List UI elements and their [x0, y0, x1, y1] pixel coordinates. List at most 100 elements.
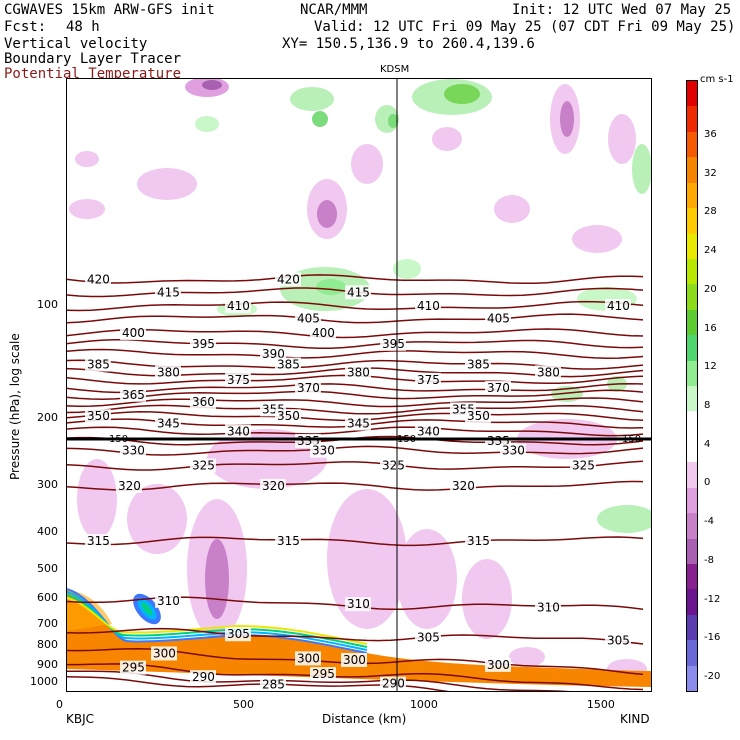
colorbar-tick-label: -4: [704, 516, 714, 528]
theta-contour-lines: [67, 274, 644, 691]
theta-label-bg: [155, 593, 181, 608]
theta-label-bg: [310, 443, 336, 458]
colorbar-segment: [687, 106, 697, 133]
theta-label: 340: [417, 424, 440, 438]
theta-label-bg: [345, 285, 371, 300]
x-tick-label: 500: [232, 698, 254, 711]
colorbar-unit: cm s-1: [700, 74, 734, 85]
field-vertical-velocity: Vertical velocity: [4, 36, 148, 52]
colorbar-segment: [687, 81, 697, 107]
theta-label: 380: [347, 365, 370, 379]
theta-contour-370: [67, 382, 644, 394]
theta-label: 340: [227, 424, 250, 438]
y-axis-title: Pressure (hPa), log scale: [8, 333, 22, 480]
theta-label: 375: [227, 373, 250, 387]
colorbar-segment: [687, 233, 697, 260]
theta-label-bg: [155, 285, 181, 300]
theta-label-bg: [85, 533, 111, 548]
theta-label: 415: [157, 285, 180, 299]
theta-label: 320: [452, 479, 475, 493]
colorbar-segment: [687, 360, 697, 387]
theta-label-bg: [190, 336, 216, 351]
x-axis-title: Distance (km): [322, 712, 407, 726]
theta-label: 315: [467, 534, 490, 548]
theta-label-bg: [190, 670, 216, 685]
ref-label-150-c: 150: [622, 434, 641, 445]
colorbar: [686, 80, 698, 692]
theta-label-bg: [155, 416, 181, 431]
theta-label: 395: [192, 337, 215, 351]
colorbar-segment: [687, 614, 697, 641]
theta-label-bg: [345, 365, 371, 380]
valid-time: Valid: 12 UTC Fri 09 May 25 (07 CDT Fri …: [314, 19, 736, 35]
theta-label-bg: [120, 443, 146, 458]
init-time: Init: 12 UTC Wed 07 May 25: [512, 2, 732, 18]
theta-label-bg: [570, 458, 596, 473]
colorbar-segment: [687, 640, 697, 667]
colorbar-segment: [687, 462, 697, 489]
theta-label: 310: [157, 594, 180, 608]
colorbar-tick-label: 36: [704, 129, 717, 140]
theta-label-bg: [465, 357, 491, 372]
model-title: CGWAVES 15km ARW-GFS init: [4, 2, 215, 18]
theta-label-bg: [415, 372, 441, 387]
theta-contour-355: [67, 404, 644, 415]
theta-label: 345: [347, 417, 370, 431]
theta-label-bg: [485, 380, 511, 395]
colorbar-tick-label: 8: [704, 400, 711, 411]
theta-label: 300: [343, 653, 366, 667]
x-tick-label: 1000: [409, 698, 438, 711]
theta-contour-295: [67, 663, 644, 691]
field-boundary-layer-tracer: Boundary Layer Tracer: [4, 51, 182, 67]
theta-contour-395: [67, 338, 644, 349]
theta-label-bg: [190, 458, 216, 473]
colorbar-segment: [687, 436, 697, 463]
colorbar-tick-label: 12: [704, 361, 717, 373]
y-tick-label: 1000: [30, 675, 58, 688]
theta-label: 410: [227, 299, 250, 313]
forecast-value: 48 h: [66, 19, 100, 35]
theta-contour-420: [67, 274, 644, 285]
theta-label: 420: [277, 272, 300, 286]
theta-label: 395: [382, 337, 405, 351]
colorbar-tick-label: 0: [704, 477, 711, 489]
theta-label: 325: [572, 459, 595, 473]
theta-label: 300: [153, 646, 176, 660]
theta-label: 310: [347, 597, 370, 611]
y-tick-label: 500: [37, 561, 58, 575]
theta-label-bg: [260, 478, 286, 493]
x-tick-label: 1500: [586, 698, 615, 711]
theta-label: 370: [297, 381, 320, 395]
theta-label: 350: [277, 409, 300, 423]
theta-label: 385: [87, 358, 110, 372]
theta-contour-405: [67, 313, 644, 324]
theta-label-bg: [345, 597, 371, 612]
theta-label: 405: [487, 312, 510, 326]
theta-contour-290: [67, 670, 571, 691]
colorbar-tick-label: -8: [704, 554, 714, 566]
theta-label-bg: [295, 380, 321, 395]
colorbar-segment: [687, 131, 697, 158]
x-tick-label: 0: [56, 698, 63, 711]
theta-label-bg: [295, 311, 321, 326]
theta-label: 400: [312, 326, 335, 340]
theta-label-bg: [415, 298, 441, 313]
theta-label: 295: [312, 667, 335, 681]
colorbar-segment: [687, 487, 697, 514]
colorbar-segment: [687, 513, 697, 539]
theta-label: 300: [297, 651, 320, 665]
y-tick-label: 700: [37, 616, 58, 630]
theta-contour-390: [67, 348, 644, 360]
theta-label: 400: [122, 326, 145, 340]
theta-label: 345: [157, 417, 180, 431]
theta-label: 305: [227, 627, 250, 641]
theta-contour-320: [67, 480, 644, 491]
theta-label: 315: [277, 534, 300, 548]
vertical-velocity-shading: [67, 79, 651, 691]
colorbar-segment: [687, 665, 697, 692]
theta-label-bg: [485, 657, 511, 672]
theta-label-bg: [415, 630, 441, 645]
theta-label-bg: [380, 336, 406, 351]
theta-label-bg: [151, 646, 177, 661]
colorbar-tick-label: 32: [704, 167, 717, 179]
